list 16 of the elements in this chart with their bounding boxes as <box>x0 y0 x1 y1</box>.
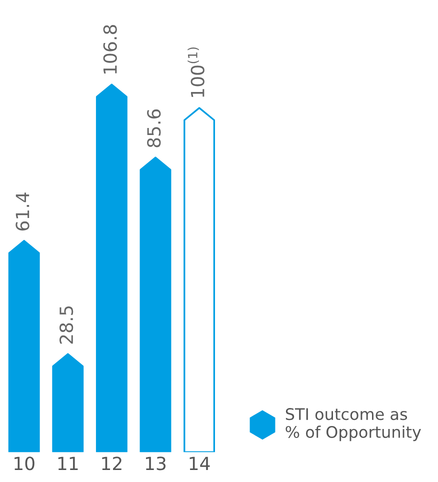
x-tick-label: 14 <box>190 456 210 470</box>
data-label: 100$^{(1)}$ <box>188 47 204 97</box>
bar <box>8 240 40 452</box>
x-tick-label: 12 <box>102 456 122 470</box>
data-label: 106.8 <box>103 25 117 74</box>
bar <box>184 107 216 452</box>
legend-label: STI outcome as % of Opportunity <box>286 408 421 442</box>
data-label: 61.4 <box>16 192 30 230</box>
bar <box>96 84 128 452</box>
data-label: 85.6 <box>147 109 161 148</box>
bar <box>140 156 172 452</box>
data-label: 28.5 <box>59 306 74 344</box>
x-tick-label: 11 <box>58 456 78 470</box>
bar <box>52 353 84 452</box>
x-tick-label: 10 <box>14 456 34 470</box>
x-tick-label: 13 <box>146 456 166 470</box>
